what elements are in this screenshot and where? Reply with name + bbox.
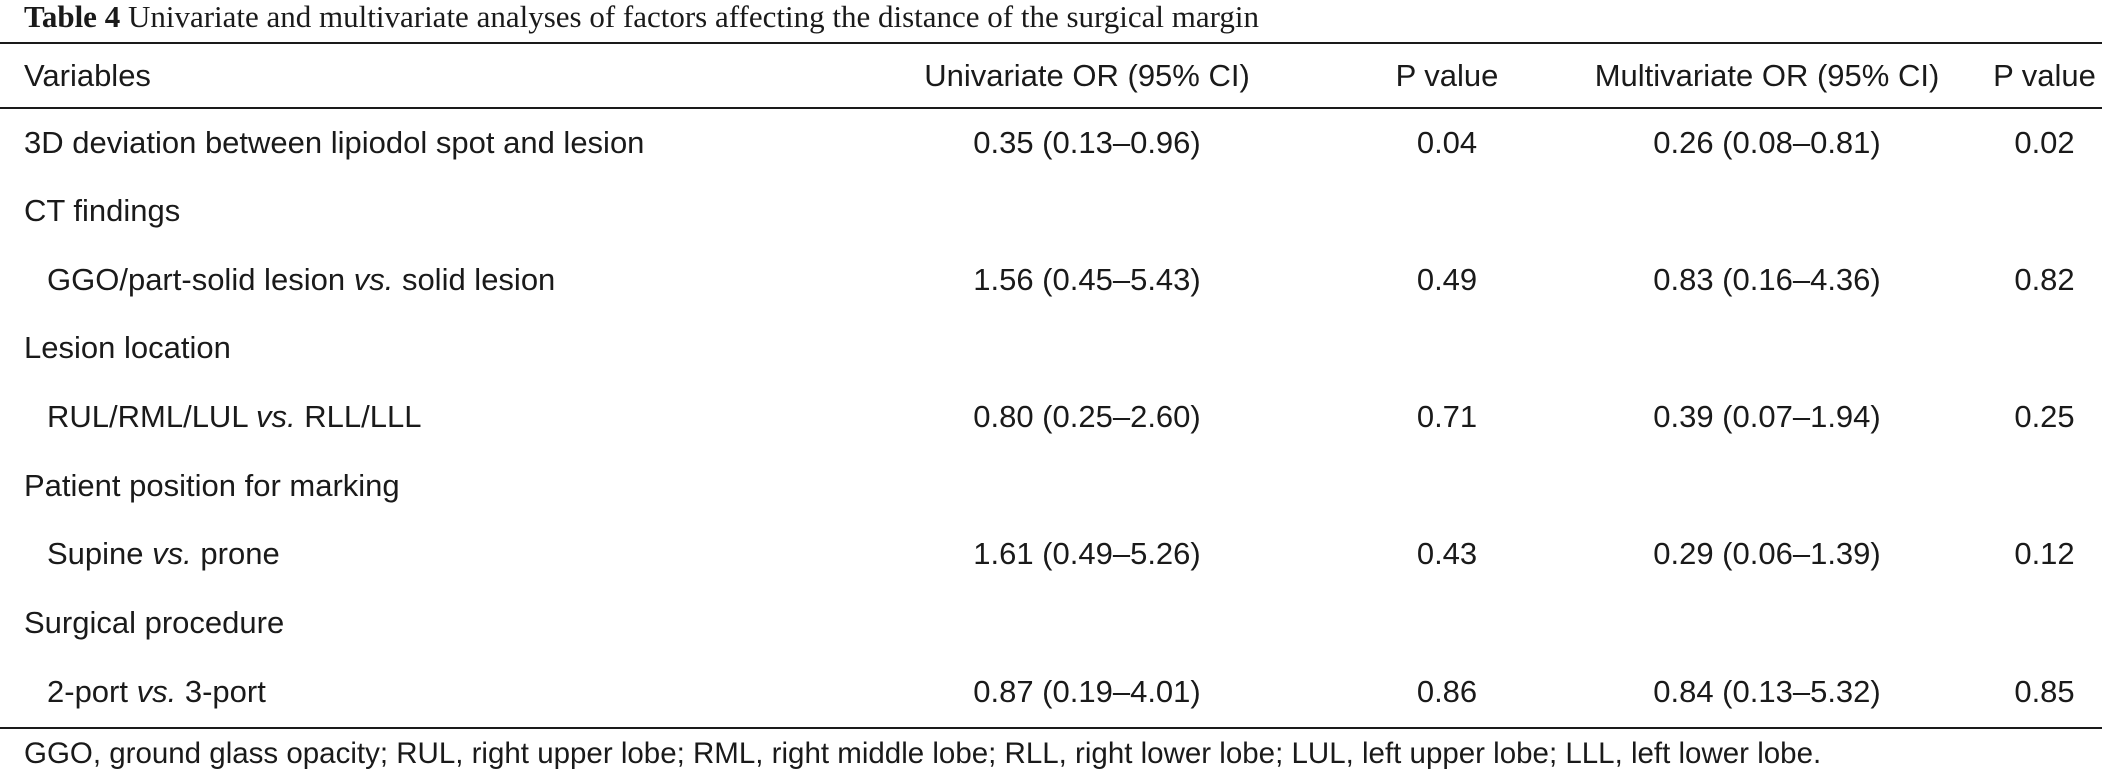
univariate-or-cell: 1.61 (0.49–5.26) <box>973 536 1201 572</box>
header-multivariate-or: Multivariate OR (95% CI) <box>1547 44 1987 109</box>
label-first: GGO/part-solid lesion <box>47 261 346 297</box>
row-label: Supine vs. prone <box>0 520 827 589</box>
table-caption: Table 4 Univariate and multivariate anal… <box>24 0 1259 40</box>
row-label: RUL/RML/LUL vs. RLL/LLL <box>0 383 827 452</box>
table-row: 2-port vs. 3-port 0.87 (0.19–4.01) 0.86 … <box>0 658 2102 727</box>
label-vs: vs. <box>152 536 192 572</box>
label-vs: vs. <box>136 673 177 709</box>
univariate-p-cell <box>1347 451 1547 520</box>
univariate-p-cell: 0.71 <box>1416 399 1478 435</box>
univariate-p-cell <box>1347 589 1547 658</box>
multivariate-p-cell <box>1987 314 2102 383</box>
table-title: Univariate and multivariate analyses of … <box>127 0 1260 34</box>
label-second: solid lesion <box>401 261 556 297</box>
multivariate-p-cell: 0.25 <box>2014 399 2075 435</box>
row-label: 2-port vs. 3-port <box>0 658 827 727</box>
label-second: prone <box>200 536 280 572</box>
bottom-rule <box>0 727 2102 729</box>
univariate-p-cell: 0.04 <box>1416 124 1478 160</box>
table-number: Table 4 <box>24 0 121 34</box>
label-first: RUL/RML/LUL <box>47 399 248 435</box>
univariate-or-cell: 0.35 (0.13–0.96) <box>973 124 1201 160</box>
table-row: GGO/part-solid lesion vs. solid lesion 1… <box>0 245 2102 314</box>
multivariate-or-cell: 0.84 (0.13–5.32) <box>1653 673 1881 709</box>
table-row-group-header: CT findings <box>0 177 2102 246</box>
top-rule <box>0 42 2102 44</box>
group-label: Surgical procedure <box>24 605 285 641</box>
header-univariate-or: Univariate OR (95% CI) <box>827 44 1347 109</box>
multivariate-or-cell <box>1547 589 1987 658</box>
univariate-or-cell <box>827 314 1347 383</box>
univariate-p-cell: 0.49 <box>1416 261 1478 297</box>
multivariate-or-cell: 0.29 (0.06–1.39) <box>1653 536 1881 572</box>
multivariate-p-cell: 0.85 <box>2014 673 2075 709</box>
table-row-group-header: Surgical procedure <box>0 589 2102 658</box>
header-multivariate-p: P value <box>1987 44 2102 109</box>
header-univariate-p: P value <box>1347 44 1547 109</box>
table-row: RUL/RML/LUL vs. RLL/LLL 0.80 (0.25–2.60)… <box>0 383 2102 452</box>
multivariate-p-cell <box>1987 589 2102 658</box>
label-first: Supine <box>47 536 144 572</box>
univariate-or-cell <box>827 451 1347 520</box>
multivariate-or-cell <box>1547 314 1987 383</box>
label-second: RLL/LLL <box>304 399 422 435</box>
multivariate-p-cell <box>1987 451 2102 520</box>
univariate-or-cell: 1.56 (0.45–5.43) <box>973 261 1201 297</box>
label-first: 2-port <box>47 673 128 709</box>
row-label: 3D deviation between lipiodol spot and l… <box>24 124 645 160</box>
multivariate-or-cell <box>1547 177 1987 246</box>
label-vs: vs. <box>353 261 394 297</box>
label-vs: vs. <box>256 399 296 435</box>
label-second: 3-port <box>184 673 266 709</box>
multivariate-p-cell <box>1987 177 2102 246</box>
table-row: Supine vs. prone 1.61 (0.49–5.26) 0.43 0… <box>0 520 2102 589</box>
multivariate-or-cell <box>1547 451 1987 520</box>
multivariate-or-cell: 0.26 (0.08–0.81) <box>1653 124 1881 160</box>
table-row-group-header: Lesion location <box>0 314 2102 383</box>
univariate-p-cell <box>1347 314 1547 383</box>
group-label: CT findings <box>24 193 181 229</box>
univariate-p-cell <box>1347 177 1547 246</box>
multivariate-or-cell: 0.39 (0.07–1.94) <box>1653 399 1881 435</box>
multivariate-p-cell: 0.82 <box>2014 261 2075 297</box>
univariate-p-cell: 0.86 <box>1416 673 1478 709</box>
univariate-p-cell: 0.43 <box>1416 536 1478 572</box>
univariate-or-cell <box>827 589 1347 658</box>
table-row: 3D deviation between lipiodol spot and l… <box>0 108 2102 177</box>
univariate-or-cell <box>827 177 1347 246</box>
table-footnote: GGO, ground glass opacity; RUL, right up… <box>24 737 1822 770</box>
table-row-group-header: Patient position for marking <box>0 451 2102 520</box>
univariate-or-cell: 0.80 (0.25–2.60) <box>973 399 1201 435</box>
header-variables: Variables <box>0 44 827 109</box>
row-label: GGO/part-solid lesion vs. solid lesion <box>0 245 827 314</box>
multivariate-p-cell: 0.12 <box>2014 536 2075 572</box>
header-row: Variables Univariate OR (95% CI) P value… <box>0 44 2102 109</box>
group-label: Patient position for marking <box>24 467 400 503</box>
group-label: Lesion location <box>24 330 231 366</box>
multivariate-or-cell: 0.83 (0.16–4.36) <box>1653 261 1881 297</box>
multivariate-p-cell: 0.02 <box>2014 124 2075 160</box>
analysis-table: Variables Univariate OR (95% CI) P value… <box>0 44 2102 726</box>
univariate-or-cell: 0.87 (0.19–4.01) <box>973 673 1201 709</box>
